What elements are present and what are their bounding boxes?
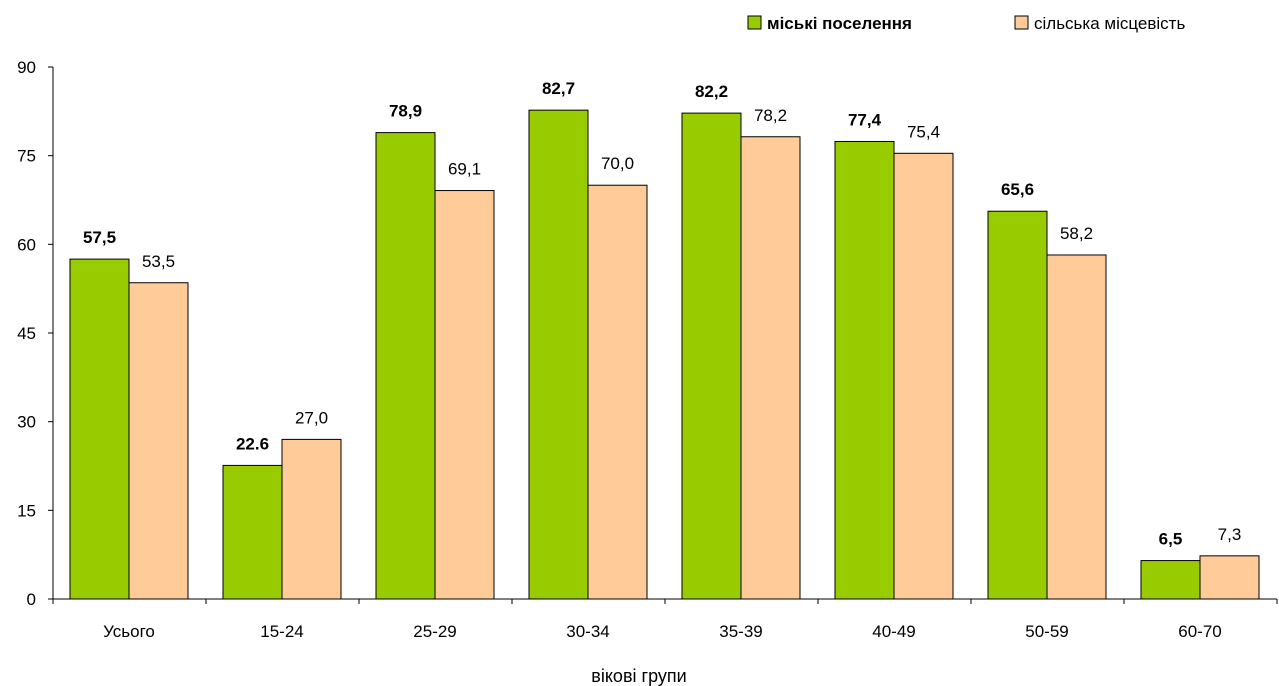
value-label-rural-0: 53,5 xyxy=(142,252,175,271)
bar-urban-5 xyxy=(834,140,895,600)
legend-label-rural: сільська місцевість xyxy=(1034,14,1185,33)
legend: міські поселення сільська місцевість xyxy=(747,14,1185,33)
value-label-urban-0: 57,5 xyxy=(83,228,116,247)
bar-urban-3 xyxy=(528,109,589,600)
bar-urban-2 xyxy=(375,132,436,600)
x-tick-label-3: 30-34 xyxy=(566,622,609,641)
y-tick-label-1: 15 xyxy=(17,501,36,520)
bar-urban-4 xyxy=(681,112,742,600)
x-tick-label-5: 40-49 xyxy=(872,622,915,641)
value-label-rural-4: 78,2 xyxy=(754,106,787,125)
value-label-urban-3: 82,7 xyxy=(542,79,575,98)
y-tick-label-4: 60 xyxy=(17,235,36,254)
bar-rural-4 xyxy=(740,136,801,600)
bar-rural-2 xyxy=(434,190,495,600)
legend-label-urban: міські поселення xyxy=(767,14,912,33)
bar-urban-1 xyxy=(222,464,283,600)
y-tick-label-3: 45 xyxy=(17,324,36,343)
y-tick-label-2: 30 xyxy=(17,413,36,432)
bar-rural-3 xyxy=(587,184,648,600)
data-labels: 57,5 22.6 78,9 82,7 82,2 77,4 65,6 6,5 53,5 27,0 6… xyxy=(83,79,1241,548)
x-tick-label-1: 15-24 xyxy=(260,622,303,641)
x-tick-label-7: 60-70 xyxy=(1178,622,1221,641)
value-label-rural-3: 70,0 xyxy=(601,154,634,173)
y-tick-label-0: 0 xyxy=(27,590,36,609)
bar-urban-0 xyxy=(69,258,130,600)
value-label-rural-6: 58,2 xyxy=(1060,224,1093,243)
value-label-urban-5: 77,4 xyxy=(848,110,882,129)
y-tick-label-6: 90 xyxy=(17,58,36,77)
bar-rural-0 xyxy=(128,282,189,600)
axes: 0 15 30 45 60 75 90 Усього 15-24 25-29 30-34 35-39 4… xyxy=(17,58,1278,641)
bars-layer xyxy=(69,109,1260,600)
bar-rural-7 xyxy=(1199,555,1260,600)
legend-swatch-urban xyxy=(747,15,762,30)
y-tick-label-5: 75 xyxy=(17,147,36,166)
value-label-urban-6: 65,6 xyxy=(1001,180,1034,199)
value-label-urban-4: 82,2 xyxy=(695,82,728,101)
bar-rural-6 xyxy=(1046,254,1107,600)
value-label-rural-1: 27,0 xyxy=(295,408,328,427)
x-axis-title: вікові групи xyxy=(591,666,686,686)
value-label-rural-7: 7,3 xyxy=(1218,525,1242,544)
bar-urban-6 xyxy=(987,210,1048,600)
value-label-urban-2: 78,9 xyxy=(389,102,422,121)
value-label-rural-5: 75,4 xyxy=(907,122,940,141)
x-tick-label-4: 35-39 xyxy=(719,622,762,641)
x-tick-label-2: 25-29 xyxy=(413,622,456,641)
legend-swatch-rural xyxy=(1014,15,1029,30)
bar-urban-7 xyxy=(1140,560,1201,600)
x-tick-label-0: Усього xyxy=(103,622,155,641)
value-label-urban-7: 6,5 xyxy=(1159,530,1183,549)
bar-rural-5 xyxy=(893,152,954,600)
x-tick-label-6: 50-59 xyxy=(1025,622,1068,641)
value-label-rural-2: 69,1 xyxy=(448,160,481,179)
value-label-urban-1: 22.6 xyxy=(236,434,269,453)
bar-rural-1 xyxy=(281,438,342,600)
